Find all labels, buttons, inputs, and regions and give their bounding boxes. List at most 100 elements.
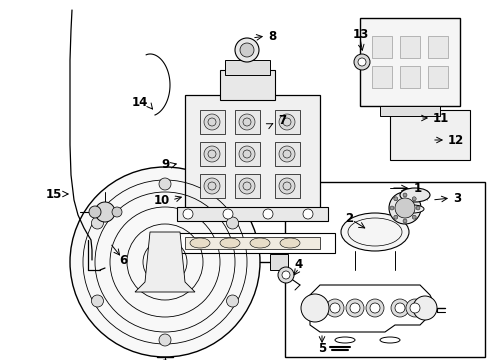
Text: 3: 3 <box>452 192 460 204</box>
Circle shape <box>278 267 293 283</box>
Circle shape <box>411 215 415 219</box>
Bar <box>371 66 391 88</box>
Circle shape <box>369 303 379 313</box>
Circle shape <box>301 294 328 322</box>
Bar <box>285 182 484 357</box>
Text: 4: 4 <box>293 257 302 270</box>
Bar <box>184 95 319 210</box>
Circle shape <box>91 295 103 307</box>
Circle shape <box>402 219 406 223</box>
Text: 7: 7 <box>278 113 285 126</box>
Circle shape <box>279 114 294 130</box>
Circle shape <box>282 271 289 279</box>
Circle shape <box>402 193 406 197</box>
Circle shape <box>409 303 419 313</box>
Circle shape <box>226 217 238 229</box>
Circle shape <box>203 114 220 130</box>
Bar <box>399 66 419 88</box>
Circle shape <box>89 206 101 218</box>
Circle shape <box>405 299 423 317</box>
Circle shape <box>329 303 339 313</box>
Text: 6: 6 <box>119 253 127 266</box>
Text: 8: 8 <box>267 30 276 42</box>
Bar <box>235 174 260 198</box>
Circle shape <box>365 299 383 317</box>
Text: 13: 13 <box>352 27 368 40</box>
Bar <box>200 174 224 198</box>
Text: 11: 11 <box>432 112 448 125</box>
Bar <box>359 18 459 106</box>
Circle shape <box>388 192 420 224</box>
Circle shape <box>112 207 122 217</box>
Circle shape <box>393 197 397 201</box>
Circle shape <box>357 58 365 66</box>
Circle shape <box>159 178 171 190</box>
Bar <box>170 233 334 253</box>
Polygon shape <box>135 232 195 292</box>
Bar <box>371 36 391 58</box>
Text: 10: 10 <box>153 194 170 207</box>
Bar <box>269 254 287 270</box>
Ellipse shape <box>340 213 408 251</box>
Ellipse shape <box>190 238 209 248</box>
Circle shape <box>390 299 408 317</box>
Circle shape <box>203 178 220 194</box>
Bar <box>274 174 299 198</box>
Bar <box>235 110 260 134</box>
Bar <box>200 110 224 134</box>
Text: 15: 15 <box>45 188 62 201</box>
Circle shape <box>394 303 404 313</box>
Circle shape <box>223 209 232 219</box>
Bar <box>235 142 260 166</box>
Ellipse shape <box>401 205 423 213</box>
Circle shape <box>349 303 359 313</box>
Circle shape <box>389 206 393 210</box>
Circle shape <box>394 198 414 218</box>
Bar <box>274 110 299 134</box>
Circle shape <box>353 54 369 70</box>
Bar <box>427 66 447 88</box>
Circle shape <box>239 146 254 162</box>
Circle shape <box>70 167 260 357</box>
Polygon shape <box>309 285 434 332</box>
Text: 2: 2 <box>345 211 352 225</box>
Ellipse shape <box>399 188 429 202</box>
Bar <box>184 237 319 249</box>
Bar <box>177 207 327 221</box>
Circle shape <box>226 295 238 307</box>
Circle shape <box>203 146 220 162</box>
Text: 9: 9 <box>162 158 170 171</box>
Ellipse shape <box>280 238 299 248</box>
Bar <box>427 36 447 58</box>
Circle shape <box>303 209 312 219</box>
Circle shape <box>159 334 171 346</box>
Ellipse shape <box>249 238 269 248</box>
Circle shape <box>239 178 254 194</box>
Circle shape <box>415 206 419 210</box>
Circle shape <box>91 217 103 229</box>
Circle shape <box>235 38 259 62</box>
Text: 12: 12 <box>447 134 463 147</box>
Circle shape <box>325 299 343 317</box>
Text: 14: 14 <box>131 95 148 108</box>
Circle shape <box>393 215 397 219</box>
Text: 5: 5 <box>317 342 325 355</box>
Bar <box>274 142 299 166</box>
Bar <box>200 142 224 166</box>
Bar <box>379 106 439 116</box>
Circle shape <box>412 296 436 320</box>
Bar <box>399 36 419 58</box>
Circle shape <box>279 146 294 162</box>
Circle shape <box>239 114 254 130</box>
Circle shape <box>263 209 272 219</box>
Bar <box>389 110 469 160</box>
Bar <box>220 70 274 100</box>
Text: 1: 1 <box>413 181 421 194</box>
Ellipse shape <box>220 238 240 248</box>
Bar <box>224 60 269 75</box>
Circle shape <box>183 209 193 219</box>
Circle shape <box>279 178 294 194</box>
Circle shape <box>240 43 253 57</box>
Circle shape <box>411 197 415 201</box>
Circle shape <box>95 202 115 222</box>
